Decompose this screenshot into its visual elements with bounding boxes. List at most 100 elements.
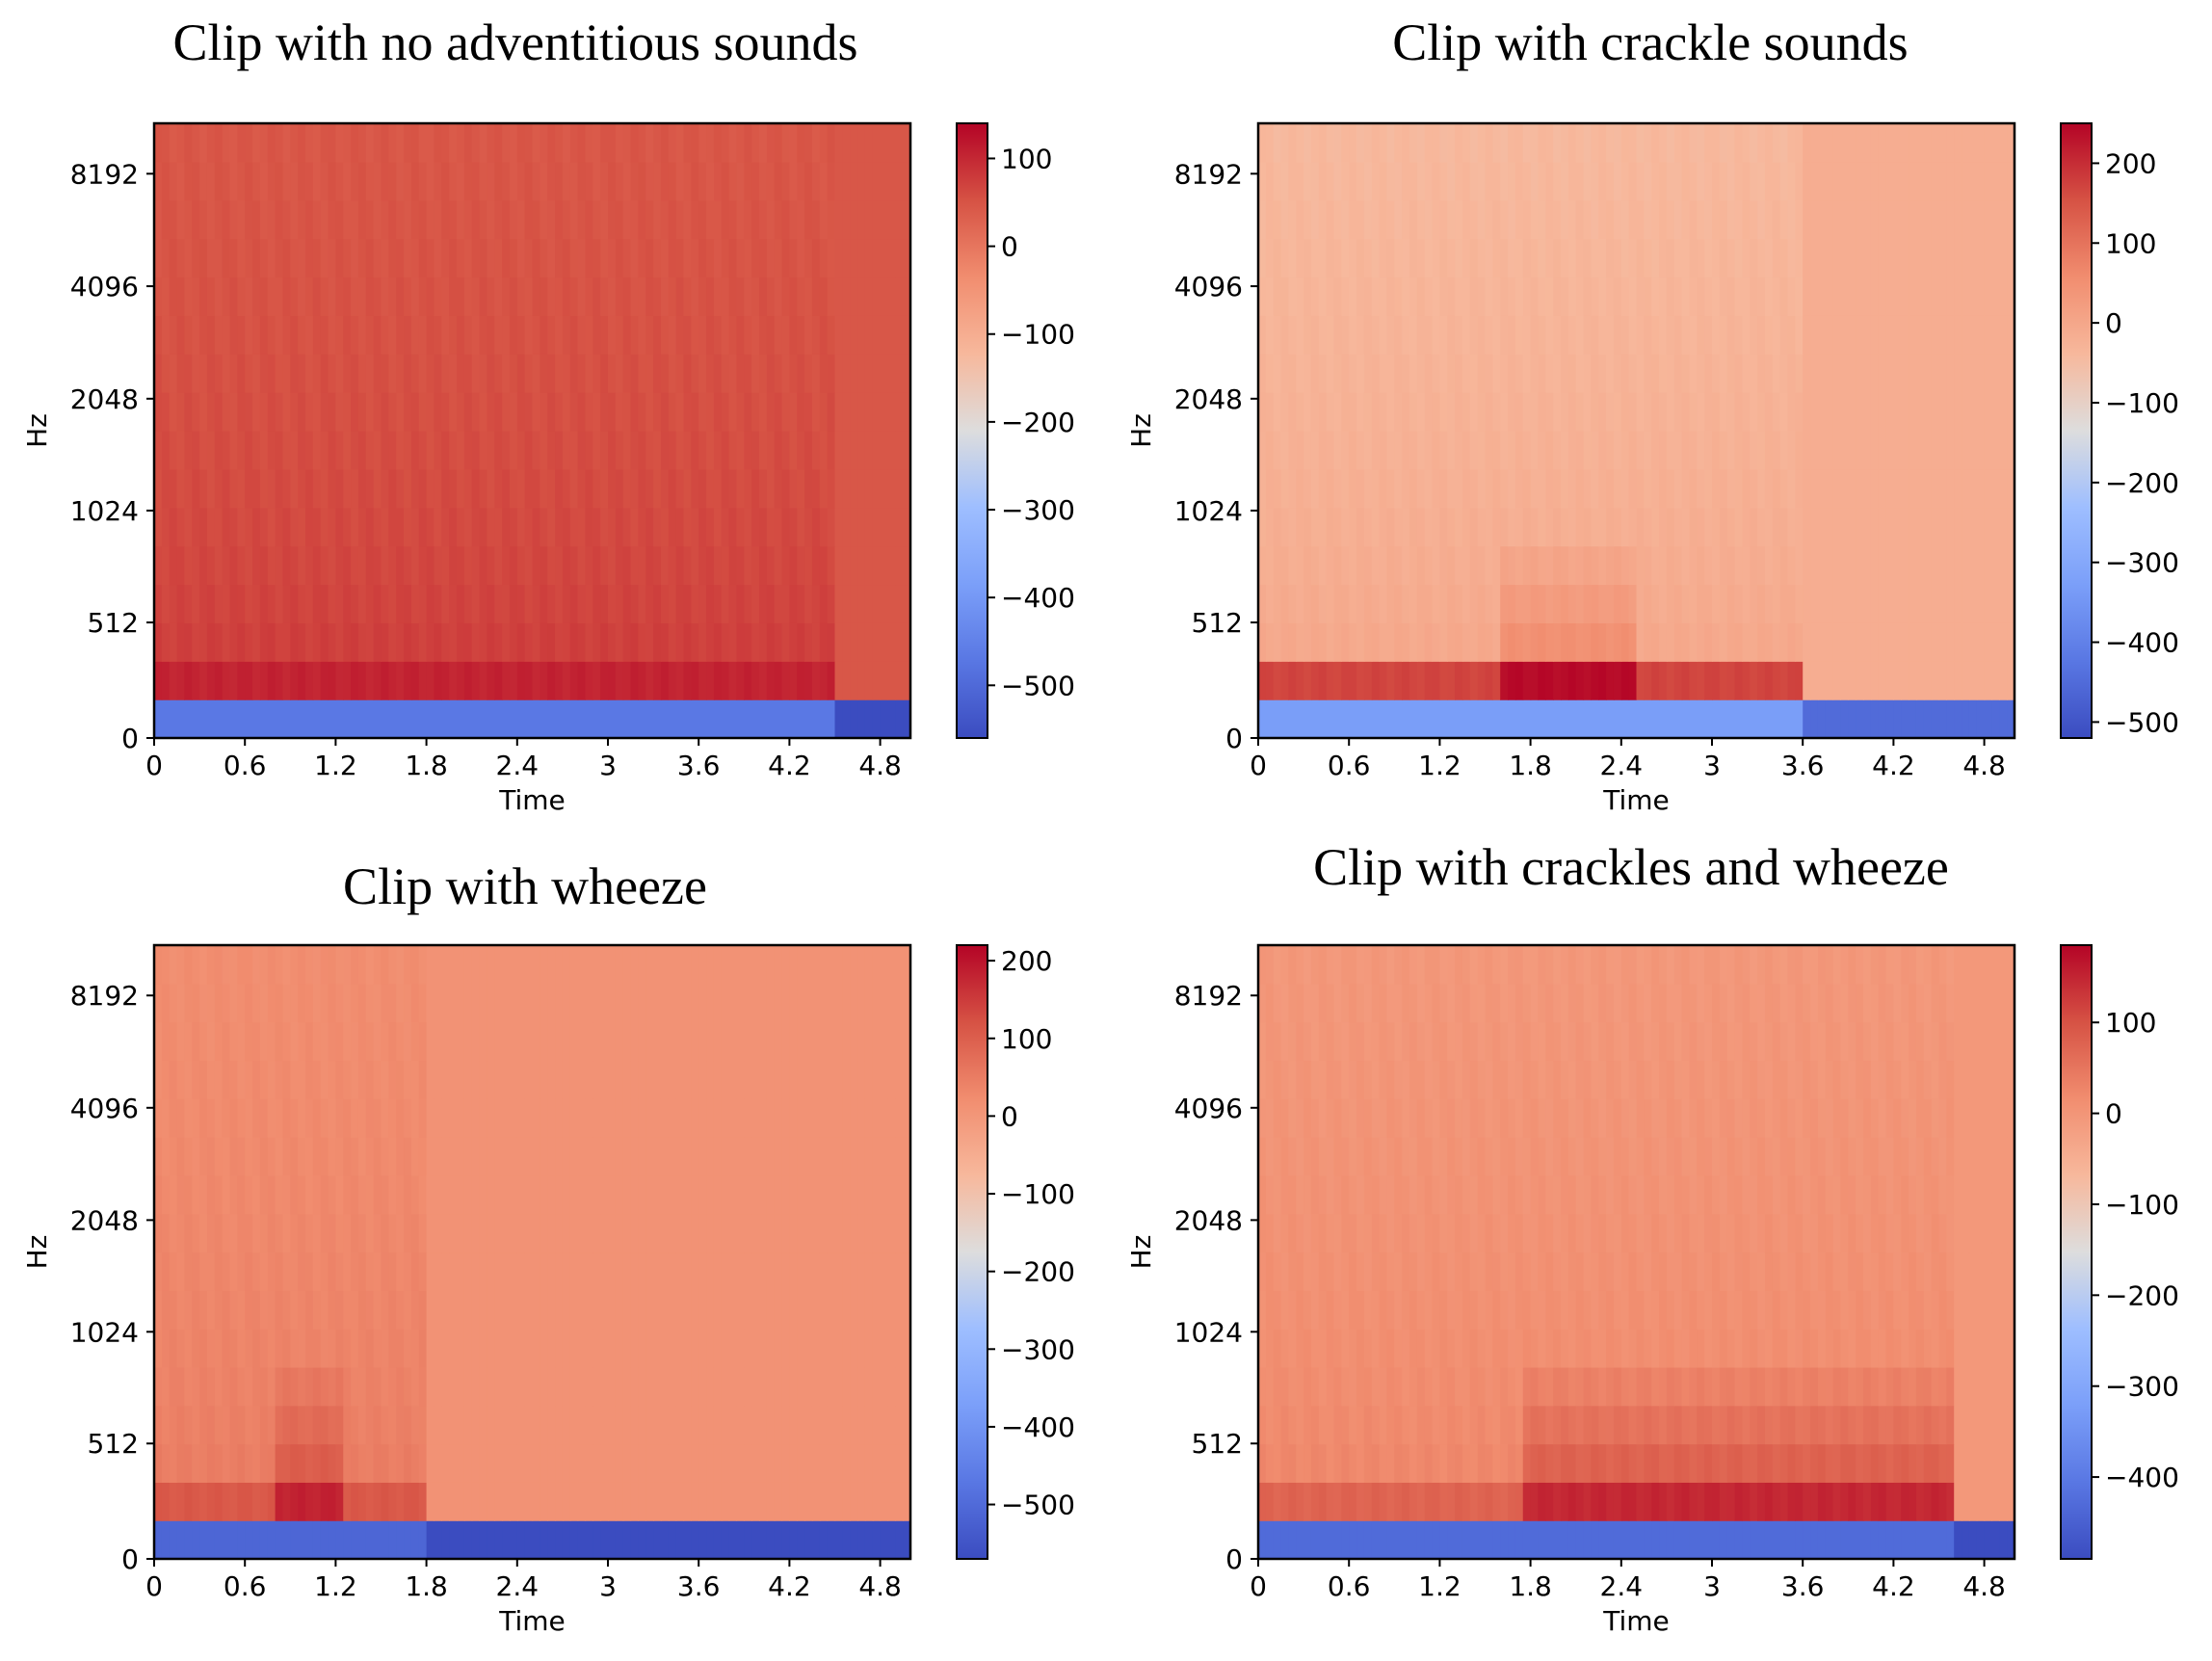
- heatmap-cell: [608, 1482, 617, 1521]
- heatmap-cell: [903, 1366, 911, 1407]
- heatmap-cell: [1575, 699, 1585, 739]
- heatmap-cell: [819, 545, 829, 586]
- heatmap-cell: [1508, 392, 1516, 432]
- heatmap-cell: [373, 1443, 382, 1483]
- heatmap-cell: [691, 199, 699, 240]
- heatmap-cell: [1273, 354, 1282, 393]
- heatmap-cell: [819, 1482, 829, 1521]
- heatmap-cell: [1492, 199, 1501, 240]
- heatmap-cell: [192, 1137, 200, 1176]
- heatmap-cell: [1803, 507, 1811, 547]
- heatmap-cell: [759, 1290, 768, 1330]
- heatmap-cell: [381, 1060, 389, 1099]
- plot-frame: [152, 121, 912, 740]
- heatmap-cell: [895, 1174, 904, 1215]
- heatmap-cell: [441, 123, 450, 163]
- heatmap-cell: [706, 1098, 715, 1138]
- heatmap-cell: [357, 1252, 367, 1291]
- heatmap-cell: [691, 123, 699, 163]
- heatmap-cell: [1386, 507, 1395, 547]
- heatmap-cell: [1962, 699, 1970, 739]
- heatmap-cell: [819, 354, 829, 393]
- heatmap-cell: [1817, 199, 1827, 240]
- heatmap-cell: [903, 238, 911, 278]
- heatmap-cell: [524, 392, 534, 432]
- heatmap-cell: [192, 699, 200, 739]
- heatmap-cell: [864, 983, 874, 1023]
- heatmap-cell: [381, 468, 389, 509]
- heatmap-cell: [1644, 354, 1652, 393]
- heatmap-cell: [169, 277, 178, 316]
- heatmap-cell: [1416, 123, 1426, 163]
- heatmap-cell: [237, 315, 246, 355]
- heatmap-cell: [1856, 661, 1864, 700]
- heatmap-cell: [214, 622, 224, 662]
- heatmap-cell: [1508, 161, 1516, 201]
- heatmap-cell: [600, 354, 609, 393]
- heatmap-cell: [516, 1482, 526, 1521]
- heatmap-cell: [267, 1137, 276, 1176]
- heatmap-cell: [728, 354, 738, 393]
- heatmap-cell: [206, 199, 216, 240]
- heatmap-cell: [1575, 392, 1585, 432]
- heatmap-cell: [834, 507, 843, 547]
- heatmap-cell: [373, 945, 382, 985]
- heatmap-cell: [298, 1213, 306, 1253]
- heatmap-cell: [192, 161, 200, 201]
- heatmap-cell: [487, 983, 495, 1023]
- heatmap-cell: [396, 1405, 405, 1445]
- heatmap-cell: [592, 354, 601, 393]
- heatmap-cell: [357, 1443, 367, 1483]
- heatmap-cell: [245, 584, 253, 623]
- heatmap-cell: [396, 661, 405, 700]
- heatmap-cell: [1545, 277, 1554, 316]
- heatmap-cell: [834, 468, 843, 509]
- heatmap-cell: [1530, 315, 1540, 355]
- heatmap-cell: [577, 1443, 587, 1483]
- heatmap-cell: [683, 1060, 692, 1099]
- heatmap-cell: [305, 431, 314, 470]
- heatmap-cell: [1779, 199, 1789, 240]
- heatmap-cell: [1273, 199, 1282, 240]
- heatmap-cell: [653, 315, 662, 355]
- heatmap-cell: [1976, 161, 1986, 201]
- colorbar-tick-label: −200: [2105, 467, 2179, 499]
- heatmap-cell: [365, 1252, 375, 1291]
- heatmap-cell: [320, 431, 329, 470]
- heatmap-cell: [516, 661, 526, 700]
- heatmap-cell: [903, 699, 911, 739]
- heatmap-cell: [410, 431, 420, 470]
- heatmap-cell: [827, 983, 836, 1023]
- heatmap-cell: [509, 315, 518, 355]
- heatmap-cell: [562, 661, 571, 700]
- heatmap-cell: [1697, 622, 1705, 662]
- heatmap-cell: [2007, 468, 2015, 509]
- heatmap-cell: [1810, 277, 1819, 316]
- heatmap-cell: [479, 431, 487, 470]
- heatmap-cell: [184, 1329, 193, 1368]
- heatmap-cell: [457, 1290, 465, 1330]
- heatmap-cell: [600, 1290, 609, 1330]
- heatmap-cell: [1954, 161, 1962, 201]
- heatmap-cell: [1923, 545, 1933, 586]
- heatmap-cell: [298, 1443, 306, 1483]
- heatmap-cell: [532, 1252, 540, 1291]
- heatmap-cell: [569, 1021, 579, 1062]
- heatmap-cell: [516, 161, 526, 201]
- heatmap-cell: [1954, 545, 1962, 586]
- heatmap-cell: [457, 699, 465, 739]
- colorbar-tick-label: 100: [1001, 143, 1052, 174]
- heatmap-cell: [532, 1482, 540, 1521]
- heatmap-cell: [404, 1213, 412, 1253]
- heatmap-cell: [668, 123, 677, 163]
- heatmap-cell: [751, 392, 760, 432]
- heatmap-cell: [1628, 699, 1638, 739]
- heatmap-cell: [1757, 431, 1766, 470]
- heatmap-cell: [404, 392, 412, 432]
- heatmap-cell: [540, 1021, 548, 1062]
- heatmap-cell: [365, 1329, 375, 1368]
- heatmap-cell: [1915, 123, 1925, 163]
- heatmap-cell: [1901, 699, 1909, 739]
- heatmap-cell: [222, 392, 231, 432]
- heatmap-cell: [834, 584, 843, 623]
